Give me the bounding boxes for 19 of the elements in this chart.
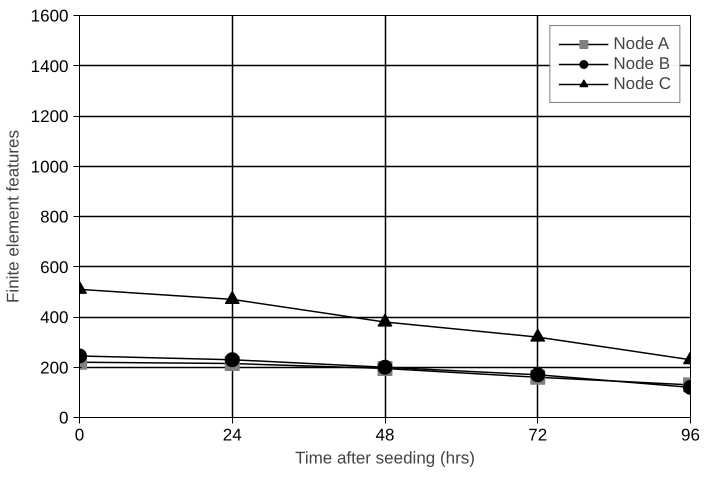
y-tick-label: 1600 <box>30 6 69 26</box>
y-tick-label: 0 <box>59 408 69 428</box>
y-tick-label: 1400 <box>30 56 69 76</box>
y-tick-label: 1200 <box>30 107 69 126</box>
x-tick-label: 0 <box>74 426 84 444</box>
y-tick-label: 1000 <box>30 157 69 176</box>
legend-label: Node C <box>613 74 671 94</box>
legend-label: Node A <box>613 34 670 54</box>
y-tick-label: 200 <box>40 358 69 378</box>
x-axis-title: Time after seeding (hrs) <box>295 448 475 468</box>
y-tick-label: 400 <box>40 308 69 327</box>
y-tick-label: 800 <box>40 208 69 226</box>
y-axis-title: Finite element features <box>4 130 23 303</box>
legend-label: Node B <box>613 54 670 74</box>
x-tick-label: 48 <box>376 426 394 444</box>
x-tick-label: 96 <box>681 426 700 444</box>
y-tick-label: 600 <box>40 258 69 277</box>
x-tick-label: 24 <box>222 426 242 444</box>
x-tick-label: 72 <box>528 426 548 444</box>
